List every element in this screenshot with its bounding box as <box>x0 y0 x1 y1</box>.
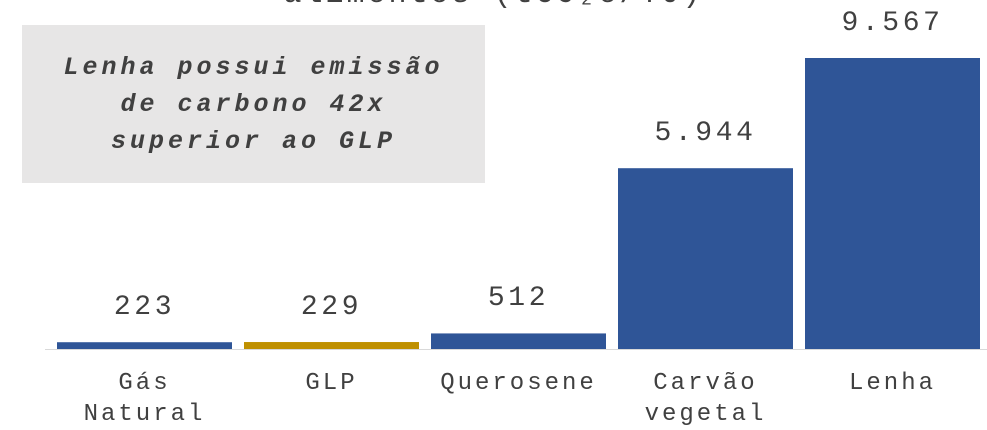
x-tick-label: Lenha <box>848 370 936 397</box>
x-tick-label: Querosene <box>440 370 597 397</box>
bar <box>244 342 419 349</box>
annotation-line: de carbono 42x <box>120 89 387 119</box>
x-tick-label: Carvão vegetal <box>644 370 767 428</box>
value-label: 223 <box>113 292 176 324</box>
bar <box>805 58 980 349</box>
value-label: 9.567 <box>841 8 944 39</box>
value-label: 512 <box>487 283 550 315</box>
annotation-line: superior ao GLP <box>110 126 397 156</box>
chart-title: alimentos (tCO₂e/TJ) <box>0 0 987 12</box>
bar <box>431 333 606 349</box>
bar <box>618 168 793 349</box>
x-tick-label: GLP <box>305 370 358 397</box>
value-label: 5.944 <box>654 118 757 150</box>
annotation-box: Lenha possui emissão de carbono 42x superi… <box>22 25 485 183</box>
bar <box>57 342 232 349</box>
annotation-line: Lenha possui emissão <box>63 52 444 82</box>
x-tick-label: Gás Natural <box>83 370 206 428</box>
value-label: 229 <box>300 292 363 324</box>
